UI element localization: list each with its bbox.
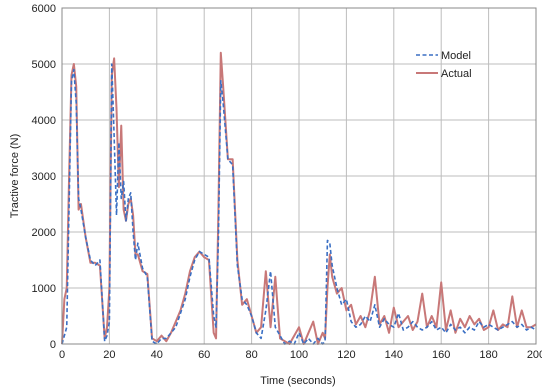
x-axis-title: Time (seconds) (260, 375, 335, 387)
x-tick-label: 140 (385, 349, 403, 361)
y-tick-label: 3000 (32, 171, 56, 183)
x-tick-label: 120 (337, 349, 355, 361)
series-layer (61, 51, 537, 345)
y-tick-label: 5000 (32, 59, 56, 71)
x-tick-label: 40 (151, 349, 163, 361)
y-tick-label: 0 (50, 339, 56, 351)
legend-label-actual: Actual (441, 68, 472, 80)
x-tick-label: 200 (527, 349, 542, 361)
x-tick-labels: 0 20 40 60 80 100 120 140 160 180 200 (59, 349, 542, 361)
x-tick-label: 160 (432, 349, 450, 361)
x-tick-label: 100 (290, 349, 308, 361)
y-tick-label: 6000 (32, 3, 56, 15)
series-line-model (61, 63, 537, 345)
y-tick-labels: 0 1000 2000 3000 4000 5000 6000 (32, 3, 56, 351)
x-tick-label: 0 (59, 349, 65, 361)
y-tick-label: 4000 (32, 115, 56, 127)
y-tick-label: 1000 (32, 283, 56, 295)
x-tick-label: 60 (198, 349, 210, 361)
plot-frame (61, 7, 537, 345)
x-tick-label: 80 (245, 349, 257, 361)
y-axis-title: Tractive force (N) (9, 134, 21, 219)
legend: Model Actual (416, 50, 472, 80)
x-tick-label: 180 (479, 349, 497, 361)
x-tick-label: 20 (103, 349, 115, 361)
y-tick-label: 2000 (32, 227, 56, 239)
legend-label-model: Model (441, 50, 471, 62)
